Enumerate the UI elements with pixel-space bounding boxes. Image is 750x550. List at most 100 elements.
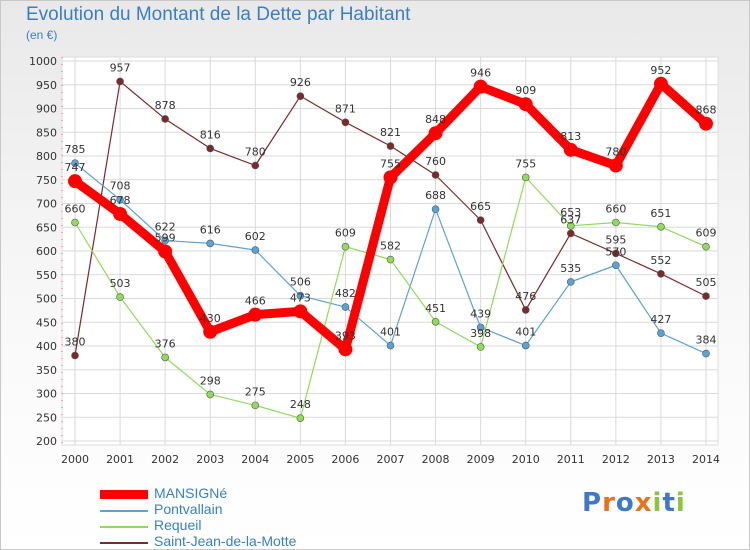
data-label: 821 bbox=[380, 126, 401, 139]
data-point bbox=[296, 414, 305, 423]
x-tick-label: 2004 bbox=[241, 453, 269, 466]
data-point bbox=[116, 195, 124, 204]
x-tick-label: 2009 bbox=[467, 453, 495, 466]
data-label: 816 bbox=[200, 128, 221, 141]
data-label: 957 bbox=[110, 61, 131, 74]
data-point bbox=[206, 390, 215, 399]
data-label: 653 bbox=[560, 206, 581, 219]
x-tick-label: 2010 bbox=[512, 453, 540, 466]
chart-unit: (en €) bbox=[26, 28, 58, 42]
data-label: 813 bbox=[560, 130, 581, 143]
data-point bbox=[431, 171, 440, 179]
logo-letter: t bbox=[662, 488, 676, 518]
data-label: 946 bbox=[470, 67, 491, 80]
data-point bbox=[608, 158, 623, 173]
data-point bbox=[341, 303, 350, 311]
data-point bbox=[702, 292, 710, 300]
data-point bbox=[338, 342, 353, 357]
data-point bbox=[612, 261, 620, 270]
logo-letter: x bbox=[634, 488, 653, 518]
legend-label: MANSIGNé bbox=[154, 485, 228, 501]
data-point bbox=[431, 317, 440, 326]
logo-letter: r bbox=[602, 488, 616, 518]
data-point bbox=[476, 343, 485, 351]
data-label: 466 bbox=[245, 295, 266, 308]
legend-label: Requeil bbox=[154, 517, 202, 533]
data-label: 401 bbox=[380, 326, 401, 339]
legend-swatch bbox=[100, 542, 148, 544]
data-point bbox=[383, 170, 398, 185]
logo-letter: o bbox=[615, 488, 635, 518]
data-point bbox=[71, 159, 79, 167]
x-tick-label: 2000 bbox=[61, 453, 89, 466]
data-label: 622 bbox=[155, 221, 176, 234]
y-tick-label: 600 bbox=[36, 245, 57, 258]
data-point bbox=[653, 76, 668, 91]
data-point bbox=[428, 126, 443, 141]
data-point bbox=[386, 142, 395, 150]
data-label: 473 bbox=[290, 291, 311, 304]
data-label: 616 bbox=[200, 223, 221, 236]
data-label: 926 bbox=[290, 76, 311, 89]
data-label: 393 bbox=[335, 329, 356, 342]
y-tick-label: 750 bbox=[36, 174, 57, 187]
y-tick-label: 500 bbox=[36, 293, 57, 306]
data-label: 275 bbox=[245, 385, 266, 398]
data-point bbox=[702, 242, 710, 251]
y-tick-label: 350 bbox=[36, 364, 57, 377]
x-tick-label: 2012 bbox=[602, 453, 630, 466]
legend-label: Pontvallain bbox=[154, 501, 223, 517]
data-point bbox=[563, 142, 578, 157]
y-tick-label: 200 bbox=[36, 435, 57, 448]
x-tick-label: 2008 bbox=[422, 453, 450, 466]
x-tick-label: 2007 bbox=[377, 453, 405, 466]
data-point bbox=[476, 323, 485, 332]
data-point bbox=[296, 291, 305, 300]
data-point bbox=[341, 118, 350, 127]
x-tick-label: 2002 bbox=[151, 453, 179, 466]
data-label: 747 bbox=[65, 161, 86, 174]
data-point bbox=[113, 206, 128, 221]
data-point bbox=[431, 205, 440, 213]
data-label: 780 bbox=[605, 146, 626, 159]
data-point bbox=[566, 229, 575, 238]
x-tick-label: 2006 bbox=[331, 453, 359, 466]
x-tick-label: 2013 bbox=[647, 453, 675, 466]
legend-swatch bbox=[100, 526, 148, 528]
data-label: 651 bbox=[650, 207, 671, 220]
y-tick-label: 1000 bbox=[29, 55, 57, 68]
data-label: 476 bbox=[515, 290, 536, 303]
data-label: 535 bbox=[560, 262, 581, 275]
data-label: 848 bbox=[425, 113, 446, 126]
data-label: 384 bbox=[696, 334, 717, 347]
data-point bbox=[476, 216, 485, 224]
data-point bbox=[293, 304, 308, 319]
data-point bbox=[657, 329, 665, 337]
data-label: 482 bbox=[335, 287, 356, 300]
data-label: 380 bbox=[65, 336, 86, 349]
data-label: 503 bbox=[110, 277, 131, 290]
data-point bbox=[386, 255, 395, 264]
data-label: 506 bbox=[290, 276, 311, 289]
data-point bbox=[521, 306, 530, 314]
logo-letter: i bbox=[675, 488, 686, 518]
data-point bbox=[612, 218, 620, 227]
data-label: 439 bbox=[470, 307, 491, 320]
data-label: 785 bbox=[65, 143, 86, 156]
data-point bbox=[521, 173, 530, 182]
data-label: 909 bbox=[515, 84, 536, 97]
data-point bbox=[521, 341, 530, 350]
y-tick-label: 300 bbox=[36, 388, 57, 401]
data-point bbox=[702, 349, 710, 358]
data-point bbox=[161, 353, 169, 362]
x-tick-label: 2005 bbox=[286, 453, 314, 466]
data-label: 660 bbox=[65, 203, 86, 216]
data-label: 451 bbox=[425, 302, 446, 315]
data-label: 602 bbox=[245, 230, 266, 243]
data-label: 780 bbox=[245, 146, 266, 159]
y-tick-label: 700 bbox=[36, 198, 57, 211]
data-point bbox=[566, 278, 575, 286]
data-point bbox=[341, 242, 350, 251]
data-label: 582 bbox=[380, 240, 401, 253]
